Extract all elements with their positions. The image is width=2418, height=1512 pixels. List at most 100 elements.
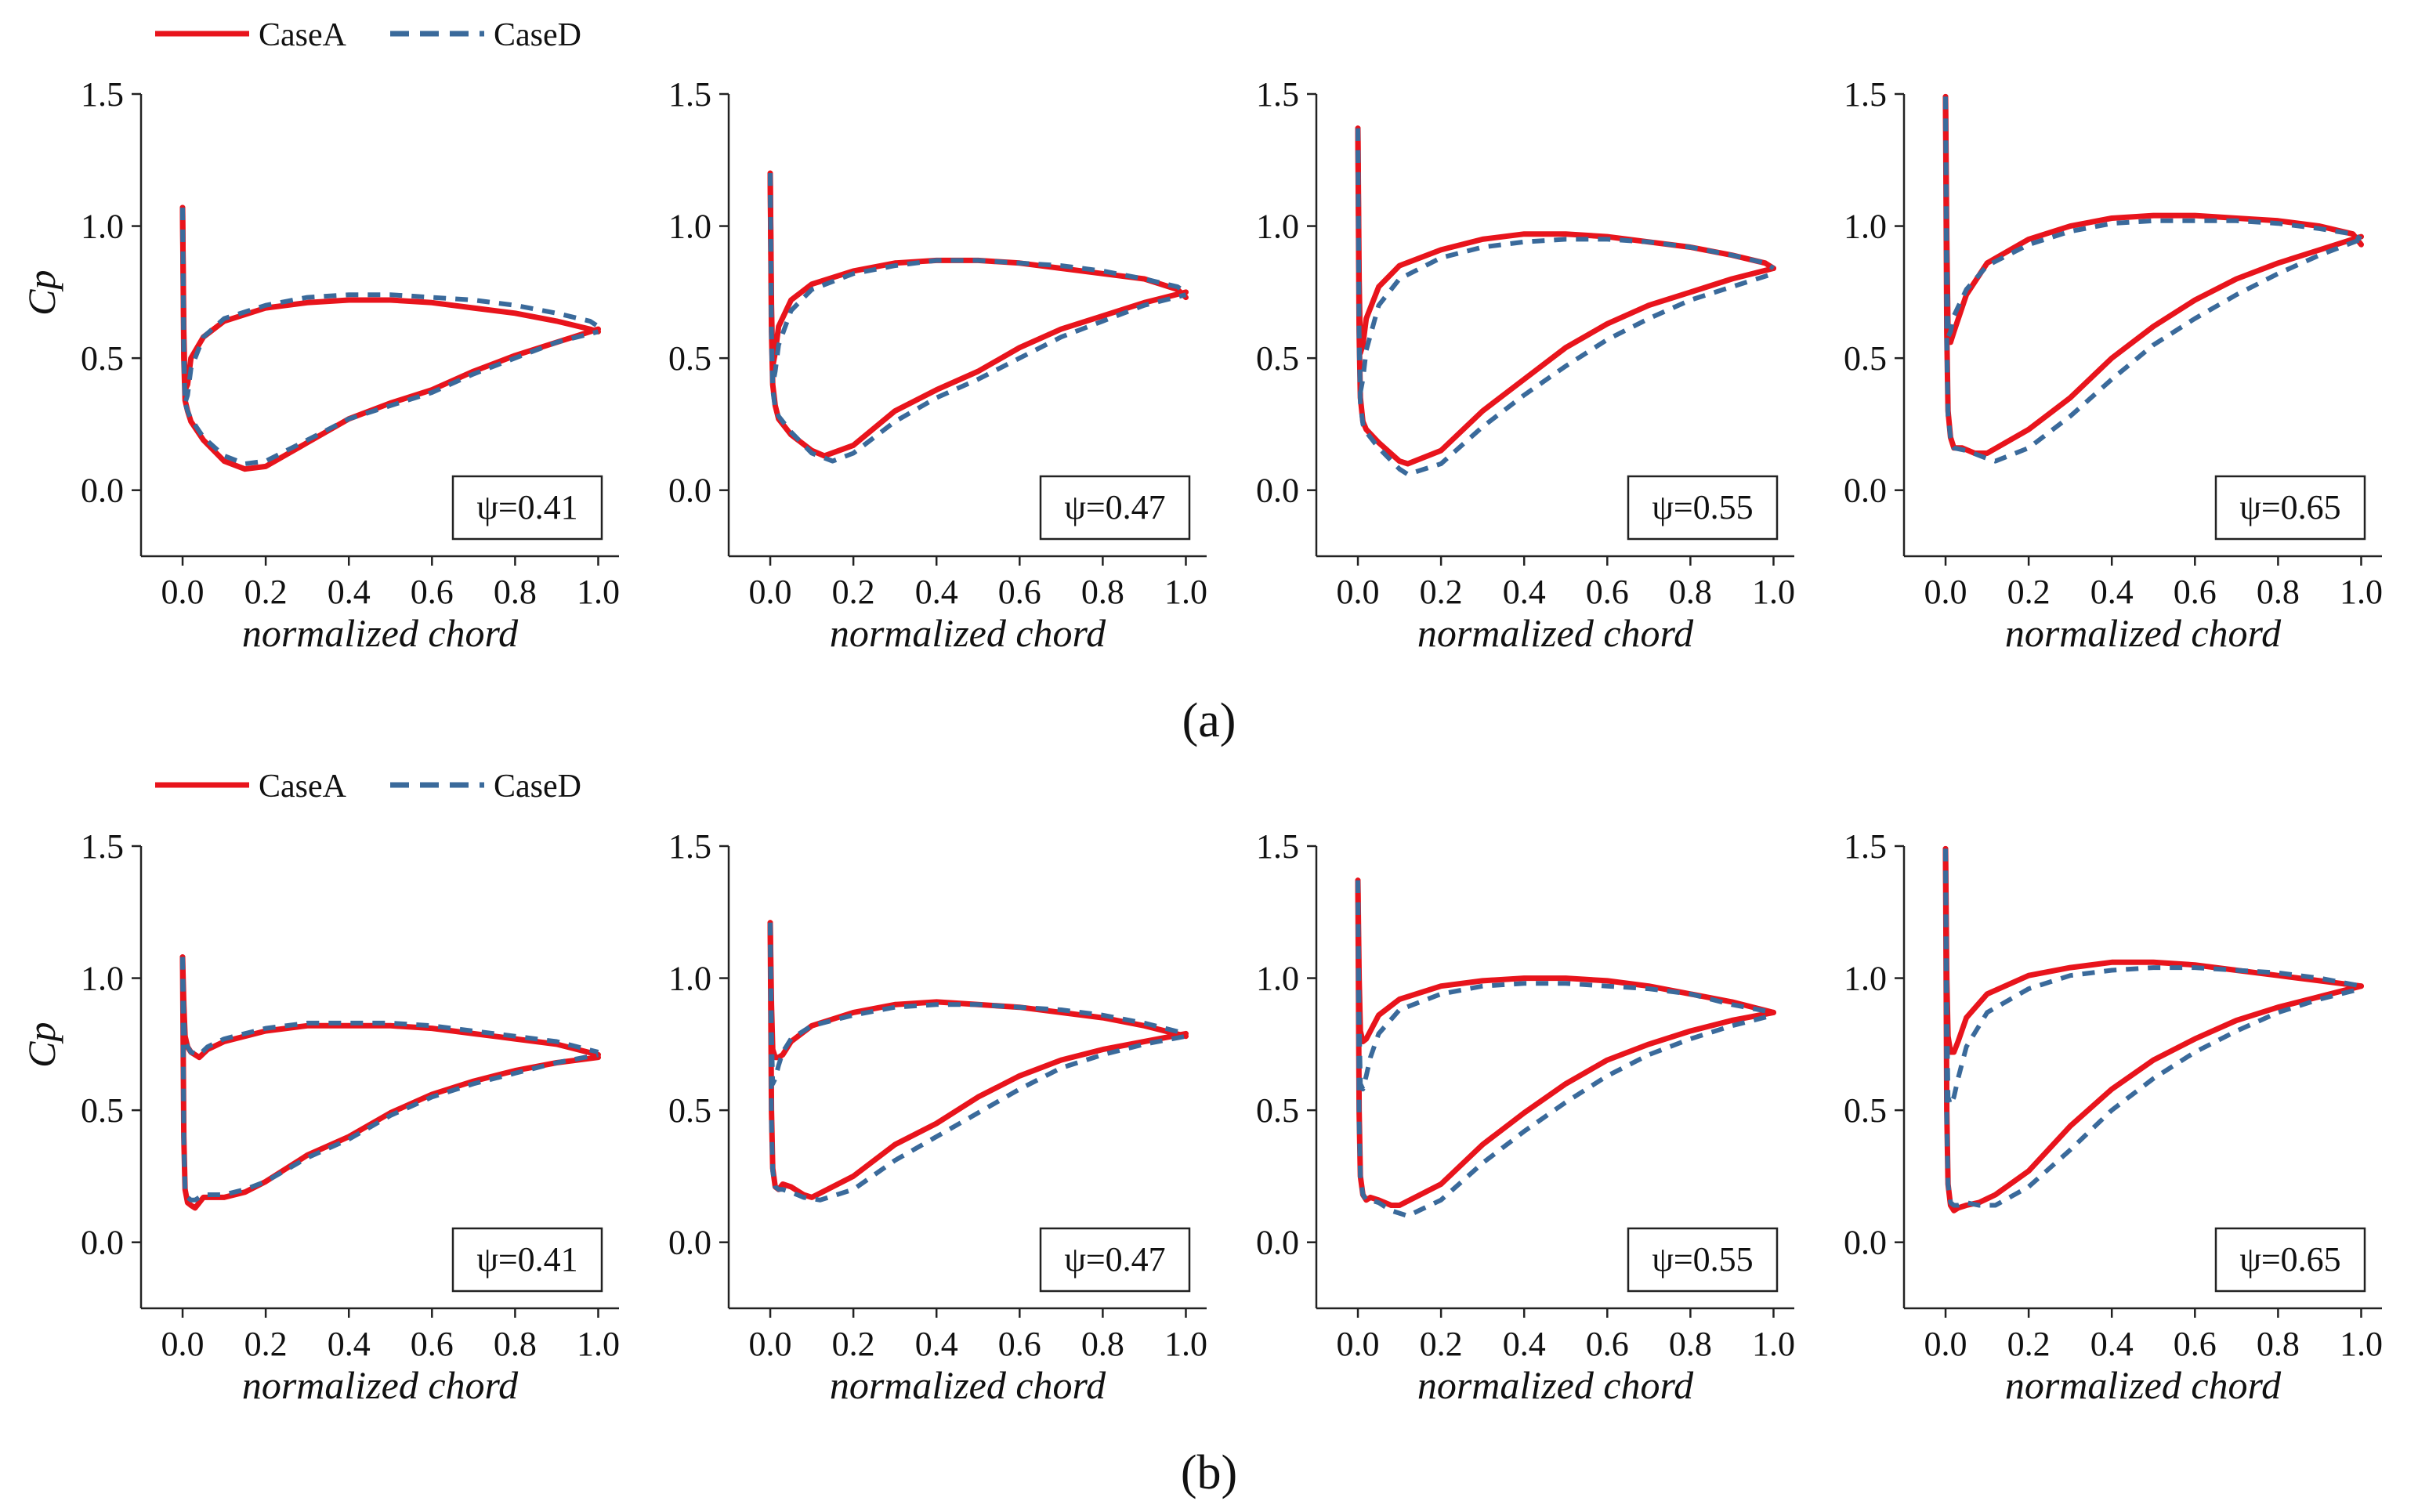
- chart-b4-ytick-label: 1.5: [1844, 827, 1887, 866]
- chart-a4-ytick-label: 1.0: [1844, 208, 1887, 246]
- chart-b4-xlabel: normalized chord: [2005, 1363, 2282, 1407]
- charts: 0.0 0.5 1.0 1.5 0.0 0.2 0.4 0.6 0.8 1.0 normalized…: [20, 75, 2383, 1407]
- chart-b1-xtick-label: 0.4: [328, 1325, 371, 1363]
- chart-a3-series-cased-3: [1356, 128, 1775, 477]
- chart-a2-annotation-box: [1039, 475, 1191, 541]
- legend-b-caseD-label: CaseD: [494, 769, 581, 805]
- chart-a2-xtick-label: 0.8: [1081, 573, 1124, 611]
- chart-b3-ytick-label: 1.5: [1256, 827, 1299, 866]
- chart-b3-xtick-label: 0.2: [1420, 1325, 1463, 1363]
- chart-b1-ylabel: Cp: [20, 1022, 63, 1068]
- legend-a-caseD-label: CaseD: [494, 17, 581, 53]
- chart-a4-series-casea-1: [1942, 93, 2364, 456]
- chart-a1-series-casea-0: [179, 204, 601, 393]
- chart-a4-annotation: ψ=0.65: [2239, 488, 2340, 526]
- chart-a2-xtick-label: 0.4: [915, 573, 958, 611]
- chart-b4-xtick-label: 0.4: [2090, 1325, 2134, 1363]
- chart-b1-xlabel: normalized chord: [242, 1363, 519, 1407]
- chart-b3-xtick-label: 1.0: [1752, 1325, 1795, 1363]
- chart-b4-annotation-box: [2214, 1227, 2366, 1293]
- chart-a1-annotation-box: [451, 475, 603, 541]
- chart-b4-series-casea-0: [1942, 845, 2364, 1055]
- chart-a4-ytick-label: 0.0: [1844, 472, 1887, 510]
- chart-a4-xtick-label: 0.8: [2257, 573, 2300, 611]
- chart-b1-ytick-label: 1.0: [81, 960, 124, 998]
- chart-b3-xlabel: normalized chord: [1417, 1363, 1694, 1407]
- chart-b1-xtick-label: 0.8: [494, 1325, 537, 1363]
- chart-a1-series-cased-3: [180, 207, 599, 466]
- chart-b2-ytick-label: 1.0: [668, 960, 711, 998]
- chart-b4-ytick-label: 0.0: [1844, 1224, 1887, 1262]
- chart-a1-ytick-label: 1.5: [81, 75, 124, 114]
- chart-a3-annotation: ψ=0.55: [1652, 488, 1753, 526]
- chart-a1-xtick-label: 0.0: [161, 573, 205, 611]
- chart-b3-annotation-box: [1627, 1227, 1779, 1293]
- chart-b4-xtick-label: 0.6: [2174, 1325, 2217, 1363]
- chart-a1-xtick-label: 0.2: [244, 573, 288, 611]
- chart-a1: 0.0 0.5 1.0 1.5 0.0 0.2 0.4 0.6 0.8 1.0 normalized…: [20, 75, 620, 655]
- chart-b1-ytick-label: 1.5: [81, 827, 124, 866]
- chart-a1-series-cased-2: [180, 207, 600, 406]
- chart-a2-annotation: ψ=0.47: [1064, 488, 1165, 526]
- chart-b4-ytick-label: 0.5: [1844, 1091, 1887, 1130]
- chart-a2-ytick-label: 1.0: [668, 208, 711, 246]
- chart-a4-xtick-label: 1.0: [2340, 573, 2383, 611]
- chart-b2-xtick-label: 0.0: [749, 1325, 792, 1363]
- chart-b1-series-cased-3: [180, 957, 599, 1203]
- chart-a4-xtick-label: 0.2: [2007, 573, 2051, 611]
- chart-b2-ytick-label: 0.0: [668, 1224, 711, 1262]
- chart-b2-xtick-label: 0.8: [1081, 1325, 1124, 1363]
- chart-b1-series-casea-1: [179, 954, 601, 1211]
- chart-a2-xtick-label: 1.0: [1164, 573, 1207, 611]
- chart-a2: 0.0 0.5 1.0 1.5 0.0 0.2 0.4 0.6 0.8 1.0 normalized…: [668, 75, 1207, 655]
- chart-a2-xtick-label: 0.0: [749, 573, 792, 611]
- chart-b4-xtick-label: 0.8: [2257, 1325, 2300, 1363]
- panel-label-b: (b): [1181, 1446, 1237, 1499]
- chart-a3-series-casea-1: [1355, 125, 1776, 467]
- chart-b3-xtick-label: 0.8: [1669, 1325, 1712, 1363]
- chart-a4-annotation-box: [2214, 475, 2366, 541]
- chart-b2-xtick-label: 0.2: [832, 1325, 875, 1363]
- chart-a3-xtick-label: 0.8: [1669, 573, 1712, 611]
- chart-b3-series-casea-1: [1355, 877, 1776, 1208]
- chart-a3: 0.0 0.5 1.0 1.5 0.0 0.2 0.4 0.6 0.8 1.0 normalized…: [1256, 75, 1795, 655]
- chart-b3-series-cased-3: [1356, 880, 1775, 1218]
- chart-b4-ytick-label: 1.0: [1844, 960, 1887, 998]
- chart-b1-annotation-box: [451, 1227, 603, 1293]
- chart-a3-ytick-label: 1.5: [1256, 75, 1299, 114]
- chart-a1-ylabel: Cp: [20, 270, 63, 316]
- chart-a2-ytick-label: 0.5: [668, 339, 711, 378]
- chart-a1-ytick-label: 0.5: [81, 339, 124, 378]
- chart-a3-xtick-label: 0.0: [1337, 573, 1380, 611]
- chart-b4: 0.0 0.5 1.0 1.5 0.0 0.2 0.4 0.6 0.8 1.0 normalized…: [1844, 827, 2383, 1407]
- chart-a2-ytick-label: 1.5: [668, 75, 711, 114]
- chart-b4-xtick-label: 0.0: [1924, 1325, 1967, 1363]
- chart-a2-series-cased-3: [768, 173, 1187, 464]
- chart-a1-xlabel: normalized chord: [242, 611, 519, 655]
- chart-a4-series-casea-0: [1942, 93, 2364, 345]
- chart-b3-series-cased-2: [1356, 880, 1775, 1092]
- chart-a3-series-cased-2: [1356, 128, 1775, 395]
- chart-b1-series-casea-0: [179, 954, 601, 1061]
- chart-b3: 0.0 0.5 1.0 1.5 0.0 0.2 0.4 0.6 0.8 1.0 normalized…: [1256, 827, 1795, 1407]
- legend-a-caseA-label: CaseA: [259, 17, 347, 53]
- chart-b4-series-cased-3: [1943, 848, 2362, 1208]
- chart-b2-xtick-label: 0.4: [915, 1325, 958, 1363]
- chart-a4-series-cased-2: [1943, 96, 2363, 340]
- chart-b4-annotation: ψ=0.65: [2239, 1240, 2340, 1279]
- panel-label-a: (a): [1182, 694, 1236, 747]
- chart-b1-xtick-label: 0.0: [161, 1325, 205, 1363]
- chart-a1-xtick-label: 1.0: [577, 573, 620, 611]
- chart-b1-ytick-label: 0.5: [81, 1091, 124, 1130]
- chart-b3-annotation: ψ=0.55: [1652, 1240, 1753, 1279]
- chart-a4-series-cased-3: [1943, 96, 2362, 464]
- chart-b1-annotation: ψ=0.41: [476, 1240, 577, 1279]
- legend-a: CaseA CaseD: [155, 17, 581, 53]
- chart-b3-xtick-label: 0.6: [1586, 1325, 1629, 1363]
- chart-b4-xtick-label: 0.2: [2007, 1325, 2051, 1363]
- chart-a4-xtick-label: 0.4: [2090, 573, 2134, 611]
- chart-a3-ytick-label: 1.0: [1256, 208, 1299, 246]
- chart-b4-series-casea-1: [1942, 845, 2364, 1214]
- chart-a4-ytick-label: 1.5: [1844, 75, 1887, 114]
